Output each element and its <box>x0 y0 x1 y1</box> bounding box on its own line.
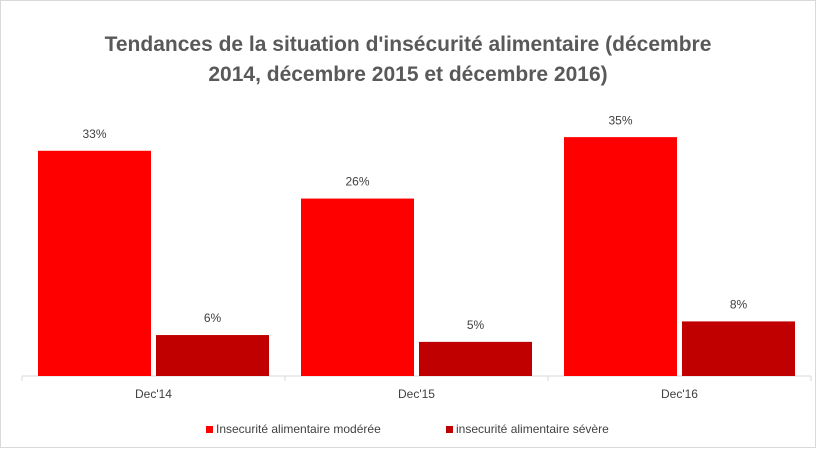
data-label: 35% <box>608 113 632 127</box>
data-label: 5% <box>467 318 485 332</box>
x-tick-label: Dec'15 <box>398 387 435 401</box>
legend-swatch <box>446 426 453 433</box>
data-label: 8% <box>730 298 748 312</box>
x-tick-label: Dec'16 <box>661 387 698 401</box>
bar <box>301 198 414 376</box>
bar <box>682 321 795 376</box>
chart-title: Tendances de la situation d'insécurité a… <box>104 33 712 86</box>
data-label: 6% <box>204 311 222 325</box>
bar <box>564 137 677 376</box>
data-label: 26% <box>345 175 369 189</box>
legend-label: Insecurité alimentaire modérée <box>216 422 381 436</box>
legend-swatch <box>206 426 213 433</box>
x-tick-label: Dec'14 <box>135 387 172 401</box>
bar <box>419 341 532 376</box>
data-label: 33% <box>82 127 106 141</box>
bar <box>156 335 269 376</box>
bar <box>38 150 151 376</box>
legend-label: insecurité alimentaire sévère <box>456 422 609 436</box>
